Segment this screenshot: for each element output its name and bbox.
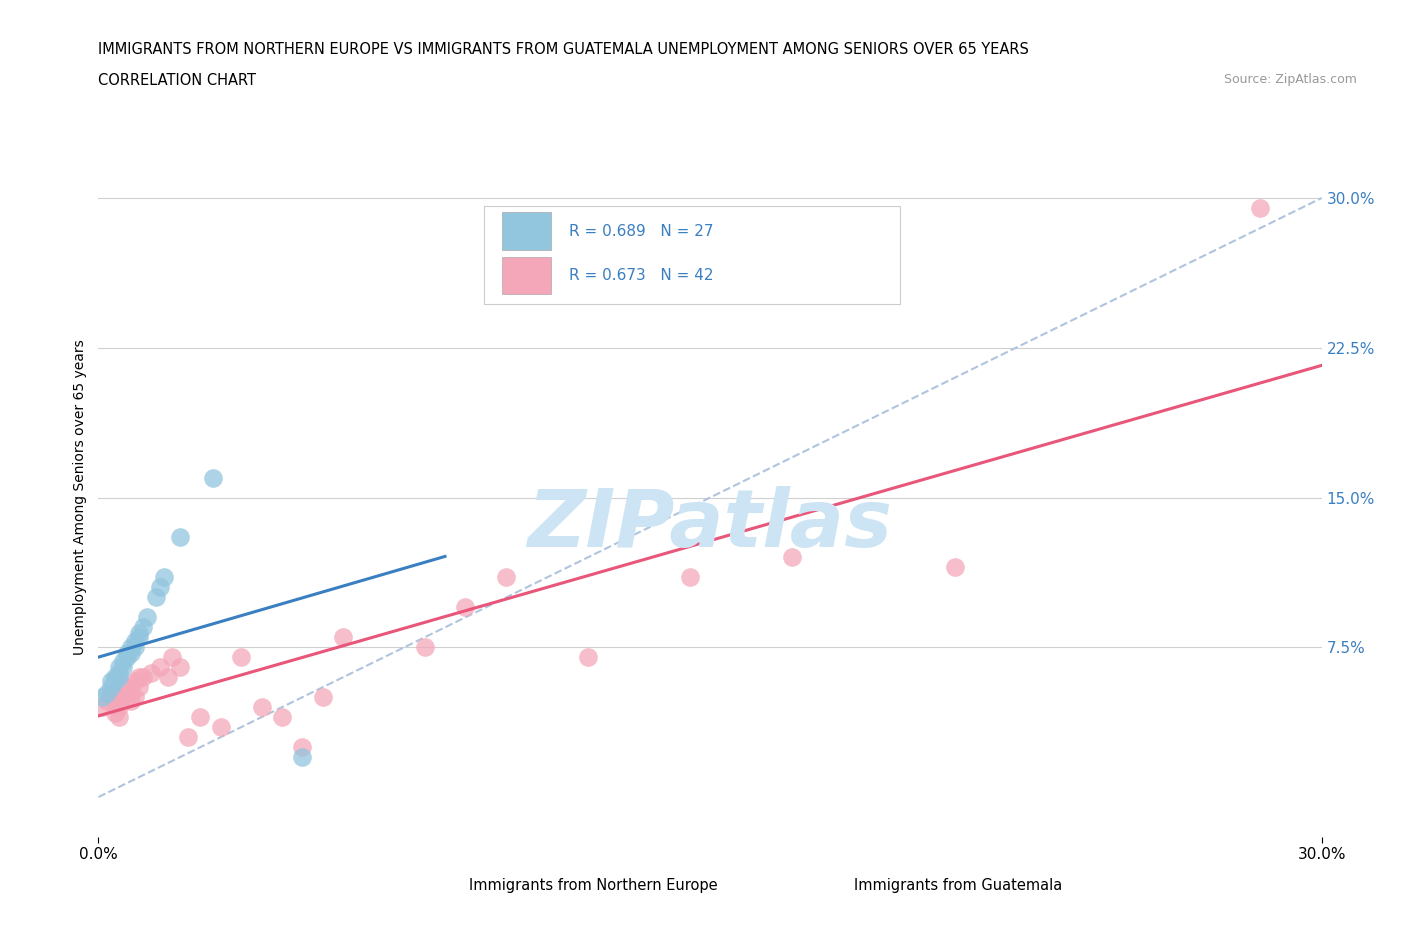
- Y-axis label: Unemployment Among Seniors over 65 years: Unemployment Among Seniors over 65 years: [73, 339, 87, 656]
- Point: [132, 620, 155, 635]
- Point: [177, 730, 200, 745]
- Point: [943, 560, 966, 575]
- Point: [108, 710, 131, 724]
- Point: [124, 634, 146, 649]
- Point: [128, 626, 150, 641]
- Point: [132, 670, 155, 684]
- Point: [108, 685, 131, 700]
- Point: [115, 650, 138, 665]
- Point: [201, 471, 224, 485]
- Point: [108, 660, 131, 675]
- Text: R = 0.689   N = 27: R = 0.689 N = 27: [569, 223, 714, 239]
- Point: [124, 640, 146, 655]
- FancyBboxPatch shape: [484, 206, 900, 304]
- Text: ZIPatlas: ZIPatlas: [527, 485, 893, 564]
- Point: [108, 666, 131, 681]
- Point: [188, 710, 212, 724]
- Point: [152, 570, 174, 585]
- Point: [136, 610, 159, 625]
- Point: [104, 674, 127, 689]
- Point: [111, 680, 134, 695]
- Point: [120, 645, 142, 660]
- Point: [128, 630, 150, 644]
- FancyBboxPatch shape: [502, 257, 551, 294]
- Point: [495, 570, 517, 585]
- Point: [111, 654, 134, 669]
- Point: [576, 650, 599, 665]
- FancyBboxPatch shape: [808, 876, 845, 895]
- Point: [108, 670, 131, 684]
- Point: [1249, 201, 1271, 216]
- Point: [115, 680, 138, 695]
- Point: [149, 660, 172, 675]
- Point: [291, 739, 314, 754]
- Point: [128, 670, 150, 684]
- Point: [91, 690, 114, 705]
- Point: [120, 640, 142, 655]
- FancyBboxPatch shape: [423, 876, 460, 895]
- Point: [100, 680, 122, 695]
- Point: [115, 645, 138, 660]
- Point: [104, 706, 127, 721]
- Point: [111, 690, 134, 705]
- Point: [209, 720, 232, 735]
- Point: [145, 590, 167, 604]
- Text: R = 0.673   N = 42: R = 0.673 N = 42: [569, 268, 714, 283]
- Point: [332, 630, 354, 644]
- Point: [270, 710, 294, 724]
- Point: [100, 690, 122, 705]
- Point: [96, 685, 118, 700]
- Point: [108, 699, 131, 714]
- Point: [104, 694, 127, 709]
- Point: [115, 690, 138, 705]
- Point: [780, 550, 803, 565]
- Point: [100, 674, 122, 689]
- Text: Source: ZipAtlas.com: Source: ZipAtlas.com: [1223, 73, 1357, 86]
- Point: [250, 699, 273, 714]
- Point: [169, 530, 191, 545]
- Point: [120, 685, 142, 700]
- Point: [413, 640, 436, 655]
- Point: [128, 680, 150, 695]
- Point: [149, 580, 172, 595]
- Point: [312, 690, 335, 705]
- Point: [679, 570, 702, 585]
- Text: Immigrants from Guatemala: Immigrants from Guatemala: [855, 878, 1063, 893]
- Point: [124, 690, 146, 705]
- Point: [141, 666, 163, 681]
- Point: [104, 670, 127, 684]
- FancyBboxPatch shape: [502, 212, 551, 250]
- Text: Immigrants from Northern Europe: Immigrants from Northern Europe: [470, 878, 717, 893]
- Point: [156, 670, 179, 684]
- Point: [120, 694, 142, 709]
- Point: [169, 660, 191, 675]
- Point: [160, 650, 183, 665]
- Point: [291, 750, 314, 764]
- Point: [100, 685, 122, 700]
- Point: [454, 600, 477, 615]
- Point: [96, 694, 118, 709]
- Point: [91, 699, 114, 714]
- Text: IMMIGRANTS FROM NORTHERN EUROPE VS IMMIGRANTS FROM GUATEMALA UNEMPLOYMENT AMONG : IMMIGRANTS FROM NORTHERN EUROPE VS IMMIG…: [98, 42, 1029, 57]
- Point: [231, 650, 253, 665]
- Text: CORRELATION CHART: CORRELATION CHART: [98, 73, 256, 87]
- Point: [124, 674, 146, 689]
- Point: [111, 660, 134, 675]
